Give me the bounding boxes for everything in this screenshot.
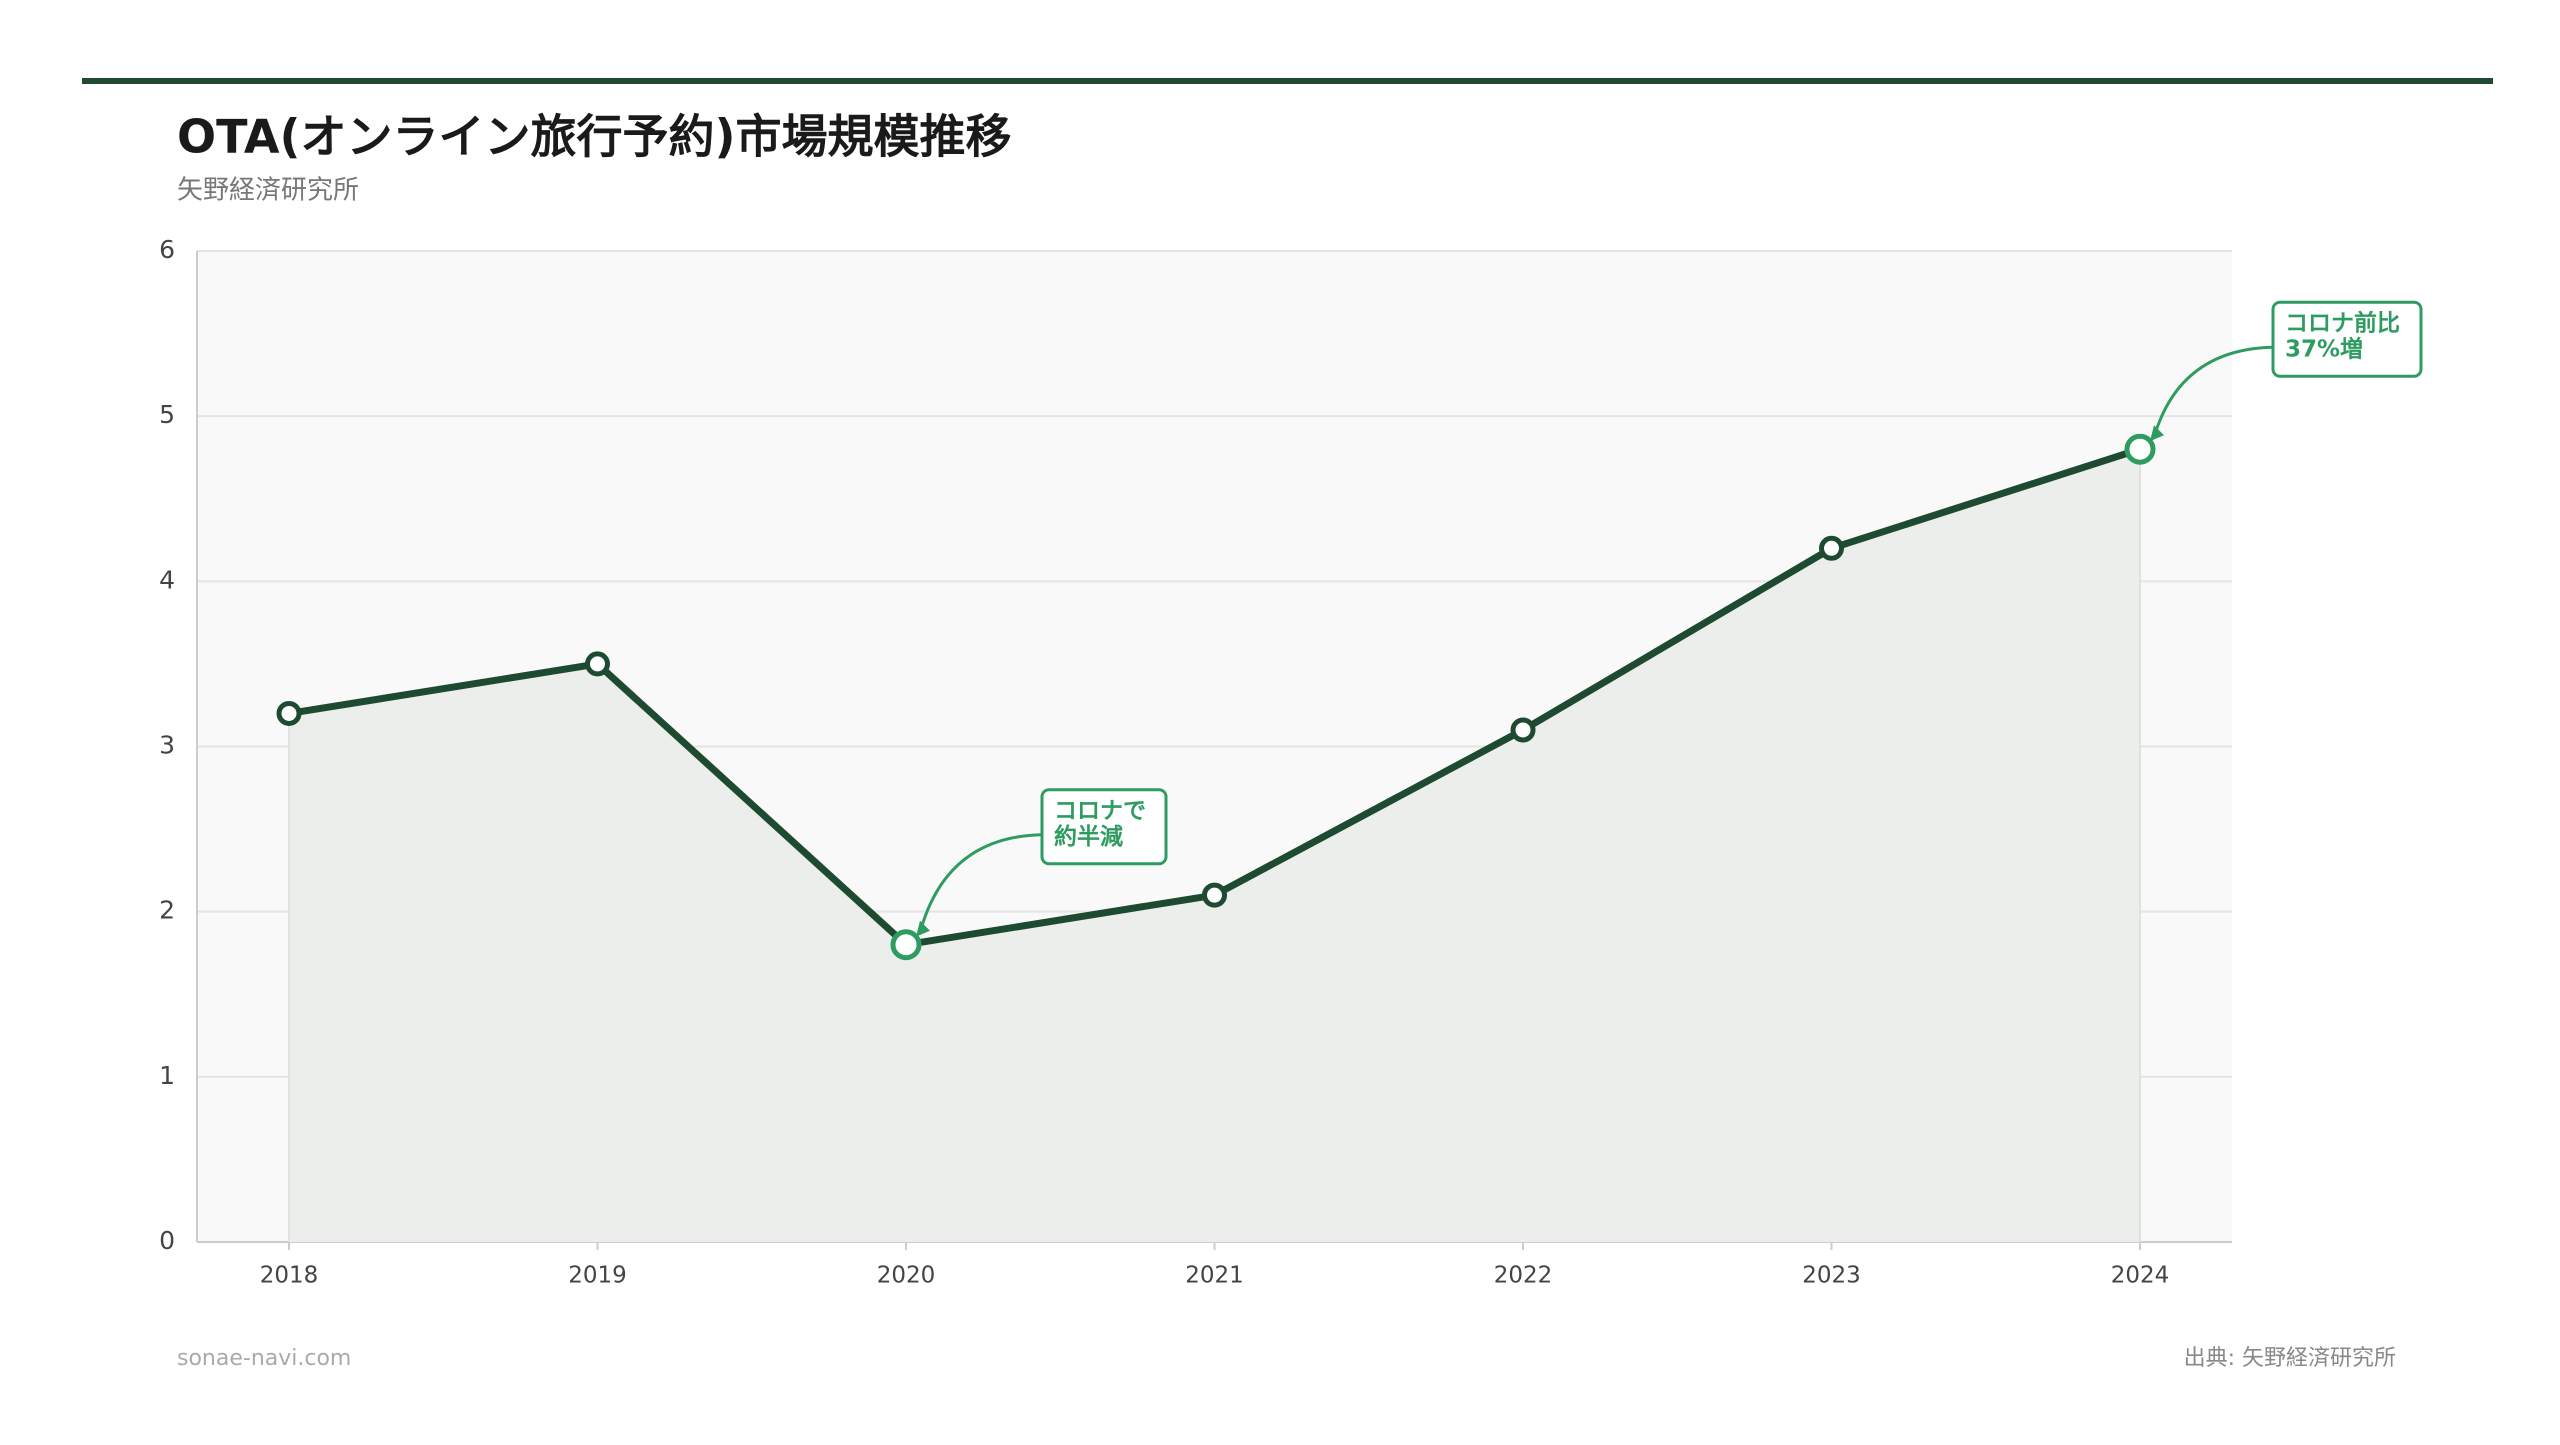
x-tick-label: 2024	[2111, 1263, 2170, 1289]
marker	[1202, 882, 1227, 908]
annotation-text: コロナで	[1054, 798, 1146, 824]
y-tick-label: 2	[159, 896, 175, 925]
top-rule	[82, 78, 2493, 84]
chart-subtitle: 矢野経済研究所	[177, 176, 359, 206]
annotation-text: 37%増	[2285, 336, 2363, 363]
footer-source: 出典: 矢野経済研究所	[2184, 1346, 2396, 1371]
annotation-arrowhead	[916, 920, 930, 937]
annotation-box	[2271, 300, 2423, 378]
annotation-text: 約半減	[1054, 823, 1123, 850]
y-tick-label: 5	[159, 400, 175, 429]
x-tick-label: 2019	[568, 1263, 627, 1289]
marker	[1819, 535, 1844, 561]
annotation-box	[1040, 788, 1168, 866]
footer-site: sonae-navi.com	[177, 1346, 351, 1371]
area	[289, 449, 2140, 1242]
y-tick-label: 0	[159, 1226, 175, 1255]
x-tick-label: 2018	[260, 1263, 319, 1289]
annotation-arrowhead	[2150, 425, 2164, 442]
annotation-text: コロナ前比	[2285, 310, 2400, 337]
annotation-arrow	[918, 833, 1043, 934]
marker	[585, 651, 610, 677]
x-tick-label: 2021	[1185, 1263, 1244, 1289]
annotation-arrow	[2152, 345, 2274, 438]
x-tick-label: 2020	[877, 1263, 936, 1289]
chart-title: OTA(オンライン旅行予約)市場規模推移	[177, 110, 1012, 164]
marker	[1510, 717, 1536, 743]
y-tick-label: 3	[159, 731, 175, 760]
y-tick-label: 4	[159, 565, 175, 594]
marker	[890, 929, 922, 961]
x-tick-label: 2023	[1802, 1263, 1861, 1289]
x-tick-label: 2022	[1494, 1263, 1553, 1289]
marker	[276, 700, 302, 726]
marker	[2124, 433, 2156, 465]
y-tick-label: 1	[159, 1061, 175, 1090]
y-tick-label: 6	[159, 235, 175, 264]
